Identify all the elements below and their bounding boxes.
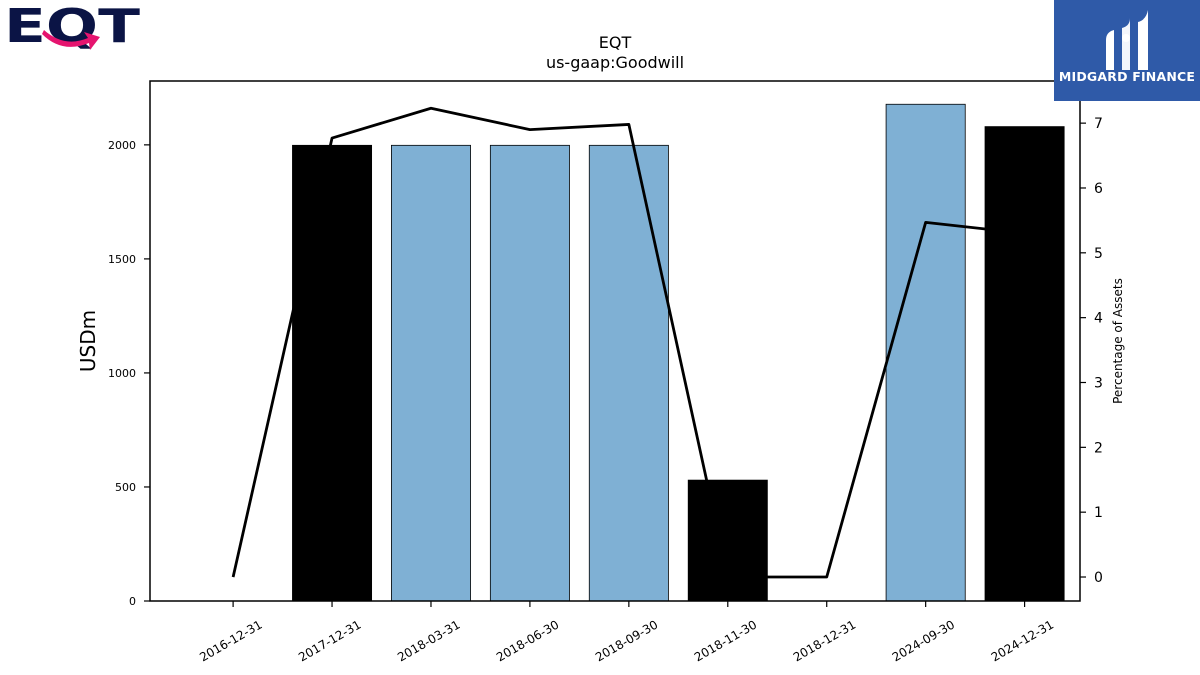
x-tick-label: 2018-03-31	[395, 617, 462, 664]
chart-subtitle: us-gaap:Goodwill	[546, 53, 684, 72]
bar-2024-09-30	[885, 103, 966, 602]
midgard-logo-text: MIDGARD FINANCE	[1058, 69, 1196, 84]
x-tick-label: 2018-06-30	[494, 617, 561, 664]
midgard-finance-logo: MIDGARD FINANCE	[1054, 0, 1200, 101]
y-tick-label: 1000	[108, 367, 136, 380]
bar-2018-11-30	[687, 479, 768, 602]
x-tick-label: 2024-09-30	[890, 617, 957, 664]
x-tick-label: 2018-11-30	[692, 617, 759, 664]
y2-axis-label: Percentage of Assets	[1111, 278, 1125, 404]
x-tick-label: 2018-12-31	[791, 617, 858, 664]
line-layer	[231, 106, 1025, 579]
y2-tick-label: 5	[1094, 246, 1103, 262]
x-tick-label: 2018-09-30	[593, 617, 660, 664]
plot-frame	[149, 80, 1081, 602]
bar-2017-12-31	[292, 144, 373, 602]
y2-tick-label: 3	[1094, 375, 1103, 391]
y2-tick-label: 6	[1094, 181, 1103, 197]
y-tick-label: 2000	[108, 139, 136, 152]
bar-2024-12-31	[984, 126, 1065, 602]
bar-2018-03-31	[391, 144, 471, 602]
bar-2018-06-30	[489, 144, 570, 602]
y-tick-label: 1500	[108, 253, 136, 266]
y2-tick-label: 4	[1094, 311, 1103, 327]
eqt-logo-arrow-icon	[42, 30, 100, 50]
x-tick-label: 2016-12-31	[197, 617, 264, 664]
y2-tick-label: 1	[1094, 505, 1103, 521]
x-tick-label: 2024-12-31	[989, 617, 1056, 664]
y-tick-label: 0	[129, 595, 136, 608]
bars-layer	[292, 103, 1065, 602]
midgard-emblem-icon	[1106, 10, 1148, 70]
y2-tick-label: 0	[1094, 570, 1103, 586]
chart-title: EQT	[599, 33, 632, 52]
y2-tick-label: 2	[1094, 440, 1103, 456]
bar-2018-09-30	[588, 144, 669, 602]
y2-tick-label: 7	[1094, 116, 1103, 132]
y-axis-label: USDm	[76, 310, 100, 372]
y-tick-label: 500	[115, 481, 136, 494]
x-tick-label: 2017-12-31	[296, 617, 363, 664]
eqt-logo: EQT	[4, 0, 144, 53]
